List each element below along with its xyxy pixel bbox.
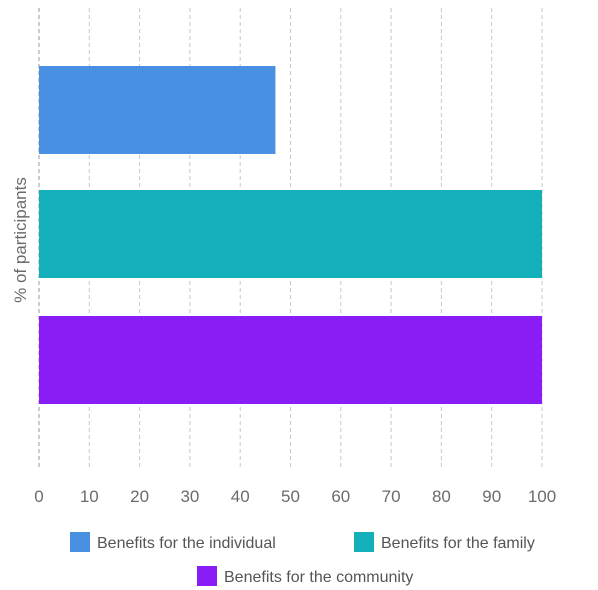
- x-tick-label-20: 20: [130, 487, 149, 506]
- legend-label-0: Benefits for the individual: [97, 535, 276, 552]
- x-tick-label-80: 80: [432, 487, 451, 506]
- legend[interactable]: Benefits for the individual Benefits for …: [70, 532, 535, 586]
- legend-swatch-1: [354, 532, 374, 552]
- x-tick-label-10: 10: [80, 487, 99, 506]
- bar-1[interactable]: [39, 190, 542, 278]
- bar-2[interactable]: [39, 316, 542, 404]
- legend-label-2: Benefits for the community: [224, 569, 413, 586]
- x-tick-label-60: 60: [331, 487, 350, 506]
- x-tick-label-100: 100: [528, 487, 556, 506]
- legend-label-1: Benefits for the family: [381, 535, 535, 552]
- x-tick-label-90: 90: [482, 487, 501, 506]
- x-tick-label-50: 50: [281, 487, 300, 506]
- y-axis-title: % of participants: [11, 177, 30, 303]
- x-axis-ticks: 0 10 20 30 40 50 60 70 80 90 100: [34, 487, 556, 506]
- x-tick-label-0: 0: [34, 487, 43, 506]
- x-tick-label-40: 40: [231, 487, 250, 506]
- x-tick-label-70: 70: [382, 487, 401, 506]
- legend-swatch-2: [197, 566, 217, 586]
- x-tick-label-30: 30: [180, 487, 199, 506]
- bar-0[interactable]: [39, 66, 276, 154]
- legend-swatch-0: [70, 532, 90, 552]
- bars: [39, 66, 542, 404]
